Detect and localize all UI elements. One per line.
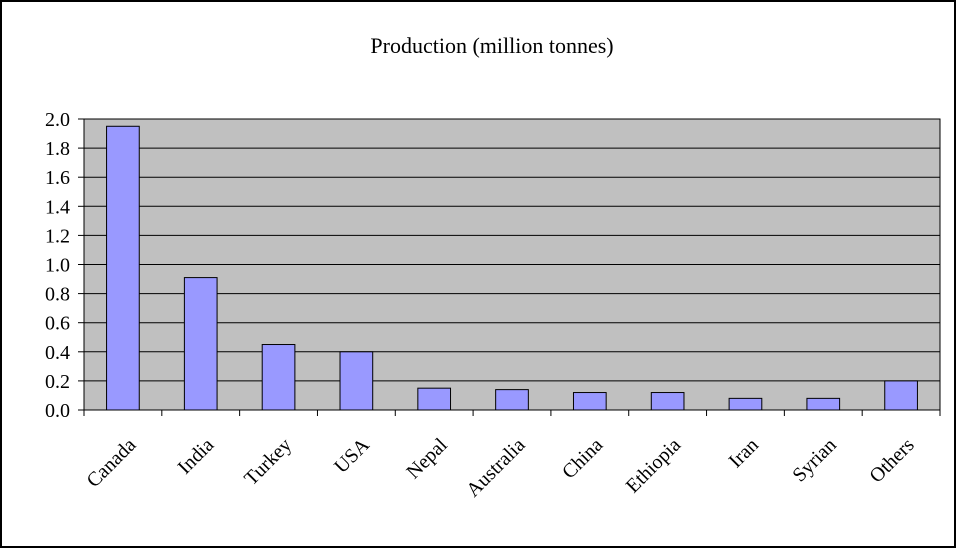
y-tick-label: 0.6 [45, 313, 70, 335]
gridlines [84, 118, 940, 382]
y-tick-label: 2.0 [45, 109, 70, 131]
y-tick-label: 1.8 [45, 138, 70, 160]
y-tick-label: 0.2 [45, 371, 70, 393]
bar-iran [728, 397, 763, 411]
bar-usa [339, 351, 374, 411]
bar-china [572, 392, 607, 411]
bar-australia [495, 389, 529, 411]
y-axis-ticks: 0.0 0.2 0.4 0.6 0.8 1.0 1.2 1.4 1.6 1.8 2.0 [45, 109, 84, 422]
bar-syrian [806, 397, 841, 411]
bar-others [884, 380, 918, 411]
y-tick-label: 0.8 [45, 284, 70, 306]
bar-nepal [417, 387, 452, 411]
y-tick-label: 1.2 [45, 225, 70, 247]
y-tick-label: 0.4 [45, 342, 70, 364]
bar-turkey [261, 344, 296, 411]
bar-canada [106, 125, 140, 411]
y-tick-label: 1.6 [45, 167, 70, 189]
y-tick-label: 1.0 [45, 255, 70, 277]
chart-title: Production (million tonnes) [370, 33, 613, 58]
bar-ethiopia [650, 392, 685, 411]
y-tick-label: 1.4 [45, 196, 70, 218]
bar-india [183, 277, 218, 411]
y-tick-label: 0.0 [45, 400, 70, 422]
